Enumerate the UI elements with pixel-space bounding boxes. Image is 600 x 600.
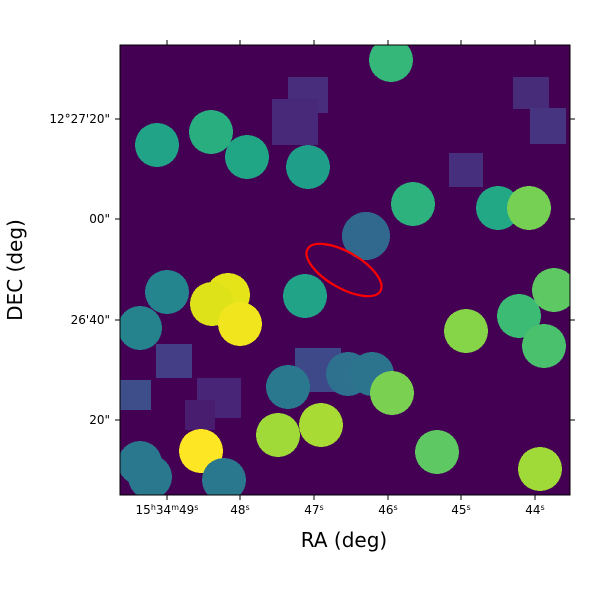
x-tick-number: 34 <box>156 503 171 517</box>
x-tick-unit: s <box>541 503 545 512</box>
frame <box>119 44 571 496</box>
x-tick-unit: s <box>320 503 324 512</box>
x-tick-unit: s <box>394 503 398 512</box>
y-tick-label: 20" <box>89 413 110 427</box>
x-tick-number: 45 <box>451 503 466 517</box>
y-tick-label: 12°27'20" <box>49 112 110 126</box>
x-tick-unit: m <box>171 503 179 512</box>
y-tick-label: 26'40" <box>71 313 110 327</box>
x-tick-number: 48 <box>230 503 245 517</box>
x-tick-unit: h <box>151 503 156 512</box>
x-tick-label: 46s <box>378 503 397 518</box>
x-tick-unit: s <box>467 503 471 512</box>
y-axis-label: DEC (deg) <box>3 219 27 321</box>
x-tick-unit: s <box>194 503 198 512</box>
x-tick-number: 15 <box>136 503 151 517</box>
sky-image <box>120 45 570 495</box>
x-tick-number: 47 <box>304 503 319 517</box>
x-tick-label: 15h34m49s <box>136 503 199 518</box>
x-tick-label: 47s <box>304 503 323 518</box>
x-tick-number: 44 <box>525 503 540 517</box>
x-tick-label: 48s <box>230 503 249 518</box>
x-tick-label: 44s <box>525 503 544 518</box>
y-tick-label: 00" <box>89 212 110 226</box>
x-tick-number: 49 <box>179 503 194 517</box>
x-tick-number: 46 <box>378 503 393 517</box>
x-tick-unit: s <box>246 503 250 512</box>
x-axis-label: RA (deg) <box>301 528 387 552</box>
x-tick-label: 45s <box>451 503 470 518</box>
region-ellipse <box>305 242 383 298</box>
